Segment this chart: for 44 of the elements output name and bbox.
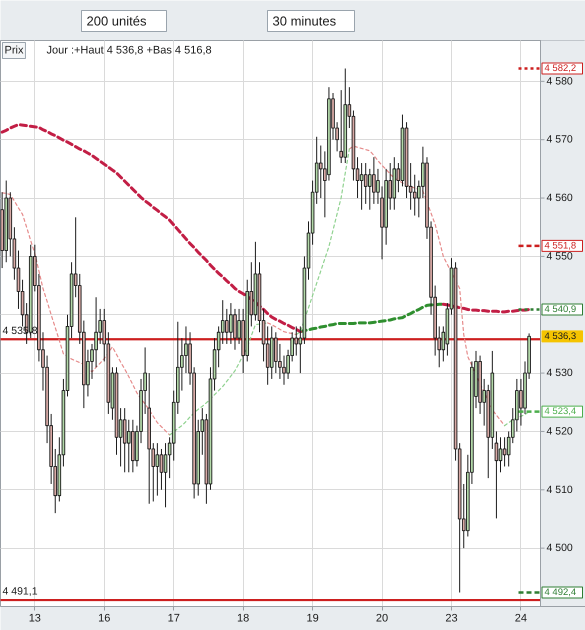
candlestick <box>225 308 229 344</box>
annotation: Jour :+Haut 4 536,8 +Bas 4 516,8 <box>46 44 212 56</box>
x-tick-label: 16 <box>98 612 110 624</box>
x-tick-label: 13 <box>28 612 41 624</box>
ref-line-label: 4 523,4 <box>544 406 576 418</box>
ref-line-label: 4 582,2 <box>544 63 576 74</box>
x-tick-label: 20 <box>376 612 388 624</box>
ref-line-label: 4 492,4 <box>544 586 576 598</box>
y-tick-label: 4 570 <box>546 134 573 146</box>
y-tick-label: 4 500 <box>546 542 573 554</box>
y-tick-label: 4 520 <box>546 425 573 438</box>
y-tick-label: 4 510 <box>546 484 573 496</box>
candlestick <box>274 332 278 374</box>
candlestick <box>229 302 233 344</box>
candlestick <box>318 145 323 199</box>
ref-line-label: 4 551,8 <box>544 240 576 252</box>
candlestick <box>94 296 98 368</box>
ref-line-label: 4 540,9 <box>544 304 576 315</box>
text: 30 minutes <box>272 14 337 28</box>
candlestick <box>502 436 506 467</box>
line-series <box>298 302 445 334</box>
candlestick <box>412 174 417 216</box>
text: 200 unités <box>86 14 147 28</box>
x-tick-label: 23 <box>445 612 458 624</box>
y-tick-label: 4 580 <box>546 75 573 88</box>
y-tick-label: 4 550 <box>546 250 573 262</box>
x-tick-label: 19 <box>306 612 319 624</box>
candlestick <box>368 168 372 210</box>
candlestick <box>156 442 160 496</box>
x-tick-label: 24 <box>514 612 528 624</box>
candlestick <box>498 436 502 473</box>
candlestick <box>360 162 364 210</box>
y-tick-label: 4 560 <box>546 192 573 204</box>
text: 4 536,3 <box>544 330 576 342</box>
candlestick <box>126 419 131 473</box>
y-tick-label: 4 530 <box>546 367 573 380</box>
x-tick-label: 18 <box>237 612 250 624</box>
candlestick <box>294 326 298 356</box>
candlestick <box>339 90 343 164</box>
candlestick <box>364 162 368 204</box>
annotation: Prix <box>4 44 24 56</box>
ref-line-label: 4 491,1 <box>2 586 38 598</box>
candlestick <box>122 408 126 473</box>
x-tick-label: 17 <box>168 612 180 624</box>
